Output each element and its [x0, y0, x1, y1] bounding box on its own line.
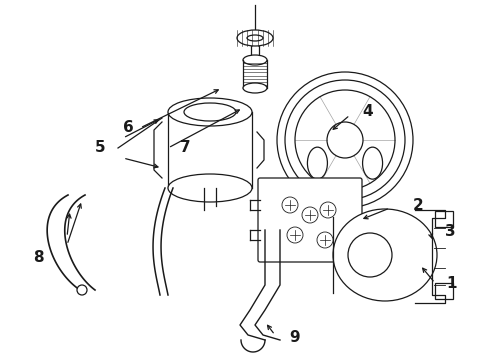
- Circle shape: [287, 227, 303, 243]
- Ellipse shape: [333, 209, 437, 301]
- Circle shape: [77, 285, 87, 295]
- Ellipse shape: [363, 147, 383, 179]
- Ellipse shape: [243, 83, 267, 93]
- Circle shape: [282, 197, 298, 213]
- Text: 2: 2: [413, 198, 423, 212]
- Text: 7: 7: [180, 140, 190, 156]
- Circle shape: [320, 202, 336, 218]
- Bar: [435, 283, 453, 299]
- Text: 6: 6: [122, 121, 133, 135]
- Ellipse shape: [168, 174, 252, 202]
- Ellipse shape: [168, 98, 252, 126]
- FancyBboxPatch shape: [258, 178, 362, 262]
- Text: 3: 3: [445, 225, 455, 239]
- Circle shape: [302, 207, 318, 223]
- Circle shape: [327, 122, 363, 158]
- Ellipse shape: [243, 55, 267, 65]
- Bar: [435, 211, 453, 227]
- Circle shape: [348, 233, 392, 277]
- Text: 9: 9: [290, 329, 300, 345]
- Text: 4: 4: [363, 104, 373, 120]
- Text: 1: 1: [447, 275, 457, 291]
- Ellipse shape: [237, 30, 273, 46]
- Text: 5: 5: [95, 140, 105, 156]
- Ellipse shape: [247, 35, 263, 41]
- Circle shape: [285, 80, 405, 200]
- Circle shape: [295, 90, 395, 190]
- Circle shape: [277, 72, 413, 208]
- Ellipse shape: [307, 147, 327, 179]
- Text: 8: 8: [33, 251, 43, 266]
- Circle shape: [317, 232, 333, 248]
- Ellipse shape: [184, 103, 236, 121]
